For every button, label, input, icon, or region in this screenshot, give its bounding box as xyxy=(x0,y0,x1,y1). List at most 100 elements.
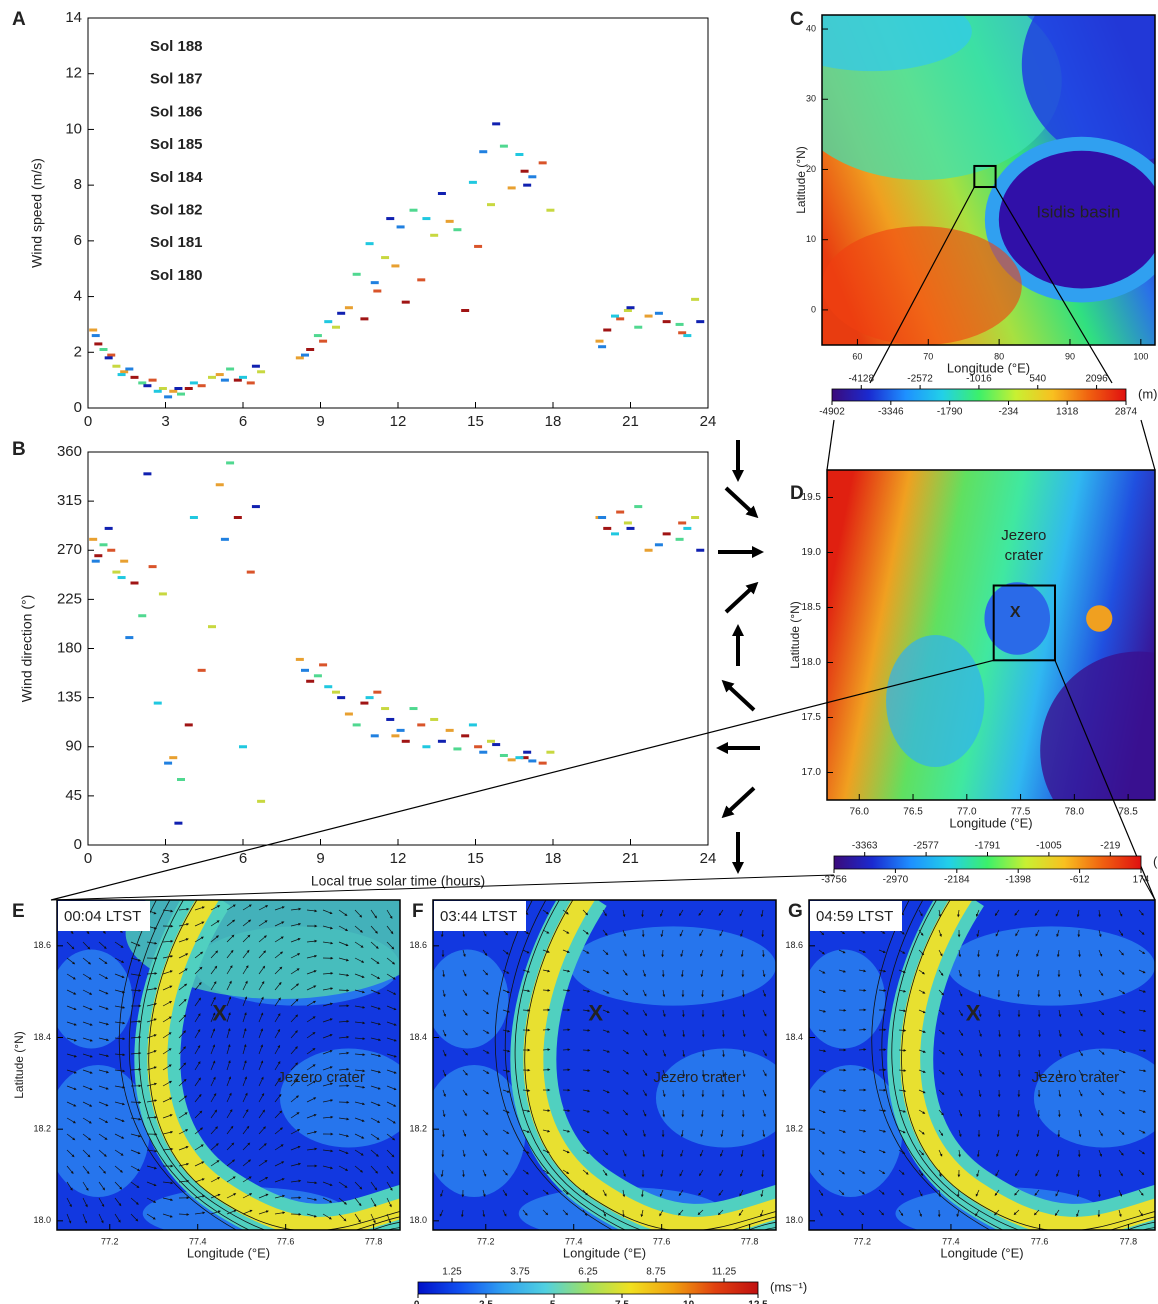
wind-vector xyxy=(858,969,867,973)
wind-vector xyxy=(258,1092,265,1103)
wind-vector xyxy=(462,1089,468,1096)
zoom-line xyxy=(995,186,1113,384)
wind-vector xyxy=(680,969,684,978)
wind-vector xyxy=(622,1149,627,1157)
x-axis-label: Longitude (°E) xyxy=(940,1245,1023,1260)
wind-vector xyxy=(354,1213,361,1223)
wind-vector xyxy=(370,973,381,979)
wind-vector xyxy=(1118,1189,1123,1197)
wind-vector xyxy=(760,909,764,918)
wind-vector xyxy=(660,1169,664,1178)
x-tick-label: 9 xyxy=(316,850,324,867)
wind-vector xyxy=(306,1097,317,1103)
wind-vector xyxy=(542,949,550,953)
wind-vector xyxy=(721,1109,724,1118)
wind-vector xyxy=(162,1032,172,1039)
wind-vector xyxy=(226,919,236,927)
wind-vector xyxy=(1056,1149,1060,1158)
wind-vector xyxy=(274,1013,281,1023)
wind-vector xyxy=(818,1149,825,1155)
wind-vector xyxy=(938,1169,942,1178)
wind-vector xyxy=(699,1169,704,1177)
wind-vector xyxy=(66,1021,77,1026)
wind-vector xyxy=(522,949,530,954)
wind-vector xyxy=(114,1069,126,1073)
wind-vector xyxy=(898,1129,906,1134)
wind-vector xyxy=(98,1181,106,1191)
wind-vector xyxy=(114,1149,124,1156)
wind-vector xyxy=(242,1193,253,1199)
wind-vector xyxy=(1054,1209,1060,1217)
data-point xyxy=(616,317,625,321)
wind-vector xyxy=(322,941,334,945)
data-point xyxy=(626,526,635,530)
zoom-line xyxy=(1140,419,1156,471)
wind-vector xyxy=(718,1189,724,1196)
wind-vector xyxy=(194,1029,201,1039)
wind-vector xyxy=(322,1002,334,1007)
y-tick-label: 45 xyxy=(65,787,82,804)
wind-vector xyxy=(1118,1049,1126,1054)
wind-vector xyxy=(978,1089,982,1098)
map-annotation: crater xyxy=(1005,547,1043,564)
legend-entry: Sol 184 xyxy=(150,169,203,186)
time-box xyxy=(58,901,150,931)
data-point xyxy=(177,392,185,396)
data-point xyxy=(634,325,643,329)
wind-vector xyxy=(762,1069,767,1077)
data-point xyxy=(468,723,477,727)
wind-vector xyxy=(898,1029,907,1032)
wind-vector xyxy=(162,1016,172,1023)
wind-vector xyxy=(562,1209,569,1216)
wind-vector xyxy=(114,1005,126,1009)
wind-vector xyxy=(858,1169,866,1174)
wind-vector xyxy=(762,1109,766,1118)
data-point xyxy=(220,378,229,382)
wind-vector xyxy=(858,1048,867,1051)
terrain xyxy=(1040,651,1155,800)
data-point xyxy=(468,180,477,184)
y-tick-label: 18.2 xyxy=(409,1124,427,1134)
wind-vector xyxy=(306,1016,316,1023)
wind-vector xyxy=(386,1213,392,1224)
wind-vector xyxy=(976,929,980,938)
x-tick-label: 77.6 xyxy=(1031,1236,1049,1246)
data-point xyxy=(430,233,439,237)
wind-vector xyxy=(938,1189,942,1198)
wind-vector xyxy=(622,949,627,957)
data-point xyxy=(409,208,418,212)
colorbar-tick-label: -4902 xyxy=(819,407,845,418)
wind-vector xyxy=(1098,929,1102,938)
wind-vector xyxy=(258,1109,265,1119)
wind-vector xyxy=(354,1069,366,1073)
wind-vector xyxy=(274,1127,283,1135)
wind-vector xyxy=(562,989,571,992)
wind-vector xyxy=(622,1029,629,1035)
wind-vector xyxy=(210,996,216,1007)
wind-vector xyxy=(562,1109,571,1113)
wind-vector xyxy=(130,957,141,962)
wind-vector xyxy=(338,1133,350,1138)
wind-vector xyxy=(242,1028,247,1039)
y-tick-label: 10 xyxy=(806,234,816,244)
wind-vector xyxy=(274,997,281,1007)
wind-vector xyxy=(622,1049,630,1055)
map-annotation: Jezero xyxy=(1001,527,1046,544)
site-marker: X xyxy=(1010,604,1021,621)
wind-vector xyxy=(818,1189,824,1197)
wind-vector xyxy=(258,1210,269,1215)
wind-vector xyxy=(354,1165,364,1173)
wind-vector xyxy=(194,1127,204,1135)
x-tick-label: 9 xyxy=(316,413,324,430)
wind-vector xyxy=(66,957,76,965)
x-tick-label: 0 xyxy=(84,413,92,430)
wind-vector xyxy=(242,949,250,959)
wind-vector xyxy=(858,1149,866,1154)
wind-vector xyxy=(542,1189,549,1195)
wind-vector xyxy=(146,1115,158,1119)
wind-vector xyxy=(370,1197,377,1207)
wind-vector xyxy=(442,989,446,998)
wind-vector xyxy=(720,949,724,957)
wind-vector xyxy=(274,1144,284,1151)
wind-vector xyxy=(622,1129,628,1137)
